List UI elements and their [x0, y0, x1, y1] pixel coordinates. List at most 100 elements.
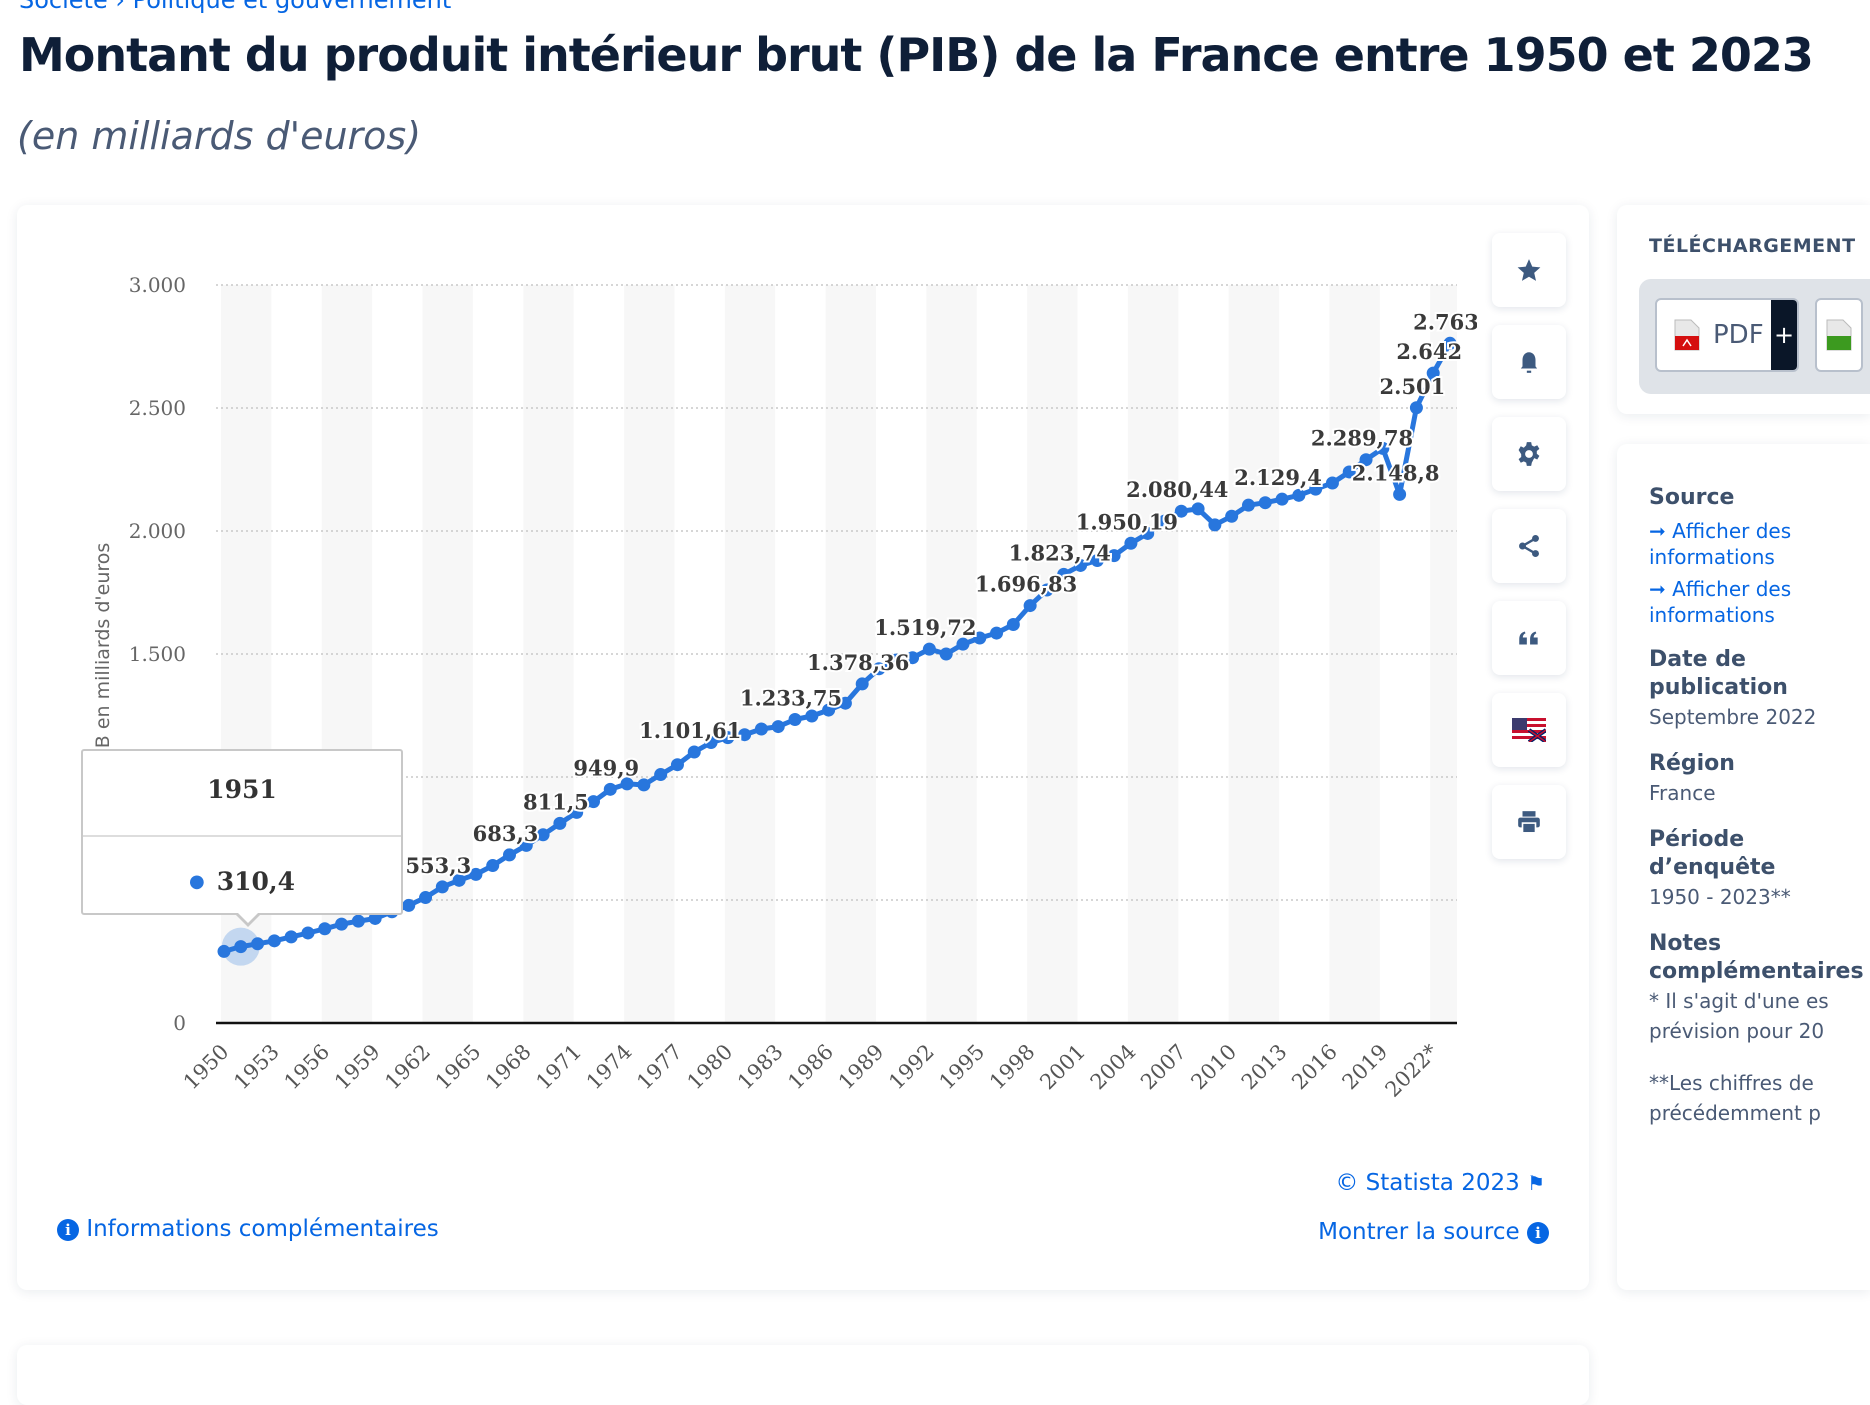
data-point [1090, 554, 1104, 568]
x-tick-label: 2013 [1237, 1040, 1292, 1095]
y-axis-title: PIB en milliards d'euros [92, 543, 114, 766]
data-label: 2.080,44 [1126, 477, 1228, 502]
more-info-text: Informations complémentaires [86, 1216, 439, 1242]
data-point [670, 758, 684, 772]
source-link[interactable]: ➞ Afficher des informations [1649, 518, 1858, 570]
data-point [603, 782, 617, 796]
data-point [788, 712, 802, 726]
data-point [402, 898, 416, 912]
xls-file-icon [1826, 319, 1852, 351]
arrow-right-icon: ➞ [1649, 519, 1666, 543]
x-tick-label: 2010 [1186, 1040, 1241, 1095]
data-point [889, 653, 903, 667]
x-tick-label: 1968 [481, 1040, 536, 1095]
data-point [1006, 617, 1020, 631]
period-heading: Période d’enquête [1649, 827, 1776, 880]
x-tick-label: 2022* [1381, 1039, 1444, 1102]
data-point [284, 930, 298, 944]
data-point [368, 911, 382, 925]
y-tick-label: 1.500 [129, 642, 186, 666]
data-label: 2.642 [1396, 339, 1462, 364]
download-pdf-button[interactable]: PDF + [1655, 298, 1799, 372]
data-point [822, 703, 836, 717]
data-point [1023, 599, 1037, 613]
y-tick-label: 2.500 [129, 396, 186, 420]
data-point [301, 926, 315, 940]
data-label: 1.696,83 [975, 572, 1077, 597]
y-tick-label: 3.000 [129, 273, 186, 297]
pdf-plus-button[interactable]: + [1771, 300, 1797, 370]
data-label: 1.101,61 [639, 718, 741, 743]
data-point [738, 728, 752, 742]
more-info-link[interactable]: i Informations complémentaires [57, 1216, 439, 1242]
data-point [1241, 498, 1255, 512]
data-point [553, 816, 567, 830]
x-tick-label: 1974 [582, 1040, 637, 1095]
x-tick-label: 1956 [280, 1040, 335, 1095]
data-label: 2.129,4 [1234, 465, 1322, 490]
copyright-text: © Statista 2023 [1335, 1170, 1520, 1196]
note-line: * Il s'agit d'une es [1649, 989, 1829, 1013]
print-button[interactable] [1492, 785, 1566, 859]
data-point [805, 709, 819, 723]
data-point [1040, 583, 1054, 597]
data-label: 1.823,74 [1009, 540, 1111, 565]
show-source-text: Montrer la source [1318, 1219, 1520, 1245]
star-icon [1517, 259, 1541, 281]
language-button[interactable] [1492, 693, 1566, 767]
bell-icon [1520, 352, 1538, 373]
tooltip-year: 1951 [207, 775, 277, 804]
download-xls-button[interactable] [1815, 298, 1863, 372]
show-source-link[interactable]: Montrer la source i [1318, 1219, 1549, 1245]
tooltip-arrow-fill [236, 911, 260, 923]
favorite-button[interactable] [1492, 233, 1566, 307]
data-point [922, 642, 936, 656]
source-link[interactable]: ➞ Afficher des informations [1649, 576, 1858, 628]
data-point [435, 880, 449, 894]
data-point [1074, 558, 1088, 572]
download-options: PDF + [1639, 279, 1870, 394]
tooltip-value: 310,4 [216, 867, 295, 896]
statista-copyright-link[interactable]: © Statista 2023 ⚑ [1335, 1170, 1545, 1196]
data-point [1376, 441, 1390, 455]
share-button[interactable] [1492, 509, 1566, 583]
data-point [956, 637, 970, 651]
data-point [721, 731, 735, 745]
tooltip-value-row: ● 310,4 [83, 867, 401, 896]
x-tick-label: 1998 [985, 1040, 1040, 1095]
x-tick-label: 1983 [733, 1040, 788, 1095]
data-point [1107, 549, 1121, 563]
breadcrumb[interactable]: Société › Politique et gouvernement [19, 0, 452, 14]
data-label: 811,5 [523, 789, 589, 814]
info-icon: i [57, 1219, 79, 1241]
data-point [620, 777, 634, 791]
note-line: précédemment p [1649, 1101, 1821, 1125]
alert-button[interactable] [1492, 325, 1566, 399]
x-tick-label: 1992 [884, 1040, 939, 1095]
data-label: 1.519,72 [874, 615, 976, 640]
data-point [586, 795, 600, 809]
publication-date-heading: Date de publication [1649, 647, 1788, 700]
data-point [771, 720, 785, 734]
download-card: TÉLÉCHARGEMENT PDF + [1617, 205, 1870, 414]
page-subtitle: (en milliards d'euros) [17, 114, 422, 158]
data-point [251, 937, 265, 951]
x-tick-label: 1971 [531, 1040, 586, 1095]
series-dot-icon: ● [188, 871, 205, 892]
cite-button[interactable] [1492, 601, 1566, 675]
data-point [469, 867, 483, 881]
data-point [1157, 514, 1171, 528]
data-point [318, 922, 332, 936]
metadata-card: Source ➞ Afficher des informations ➞ Aff… [1617, 444, 1870, 1290]
data-point [1409, 401, 1423, 415]
data-point [754, 722, 768, 736]
column-band [1127, 285, 1179, 1023]
data-label: 683,3 [473, 821, 539, 846]
data-label: 2.148,8 [1352, 460, 1440, 485]
data-point [267, 934, 281, 948]
data-point [990, 626, 1004, 640]
tooltip-divider [83, 835, 401, 837]
page-title: Montant du produit intérieur brut (PIB) … [19, 28, 1814, 82]
settings-button[interactable] [1492, 417, 1566, 491]
